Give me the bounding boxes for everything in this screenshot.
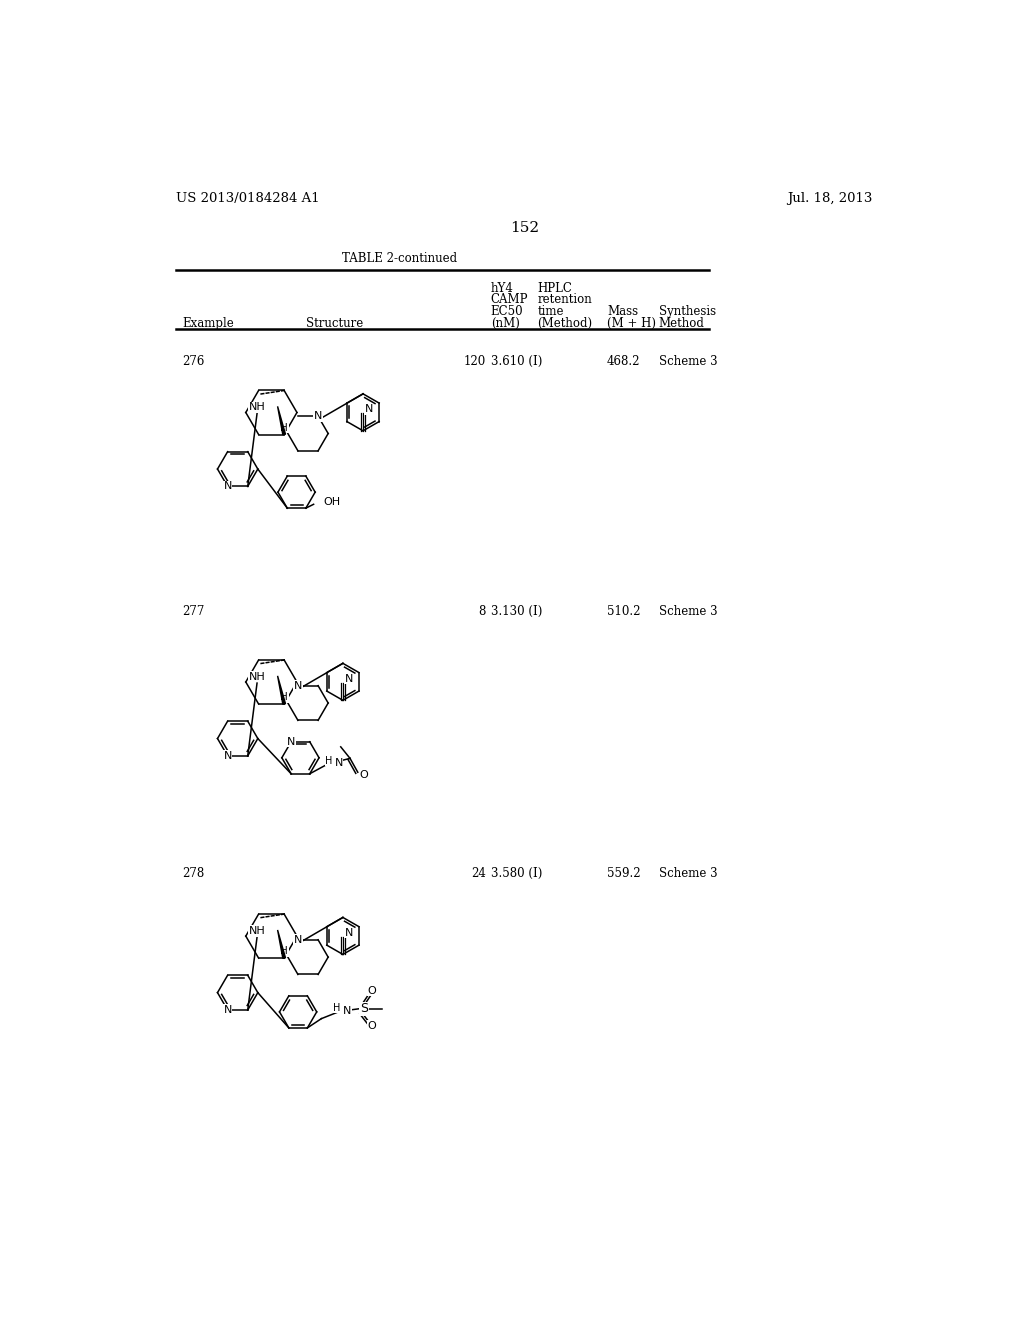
Text: N: N xyxy=(294,935,302,945)
Text: 276: 276 xyxy=(182,355,205,368)
Text: (Method): (Method) xyxy=(538,317,592,330)
Text: 510.2: 510.2 xyxy=(607,605,640,618)
Text: time: time xyxy=(538,305,563,318)
Text: N: N xyxy=(335,758,343,768)
Text: 3.610 (I): 3.610 (I) xyxy=(490,355,542,368)
Text: NH: NH xyxy=(249,672,265,682)
Text: CAMP: CAMP xyxy=(490,293,528,306)
Text: 278: 278 xyxy=(182,867,205,880)
Text: Scheme 3: Scheme 3 xyxy=(658,355,718,368)
Text: Synthesis: Synthesis xyxy=(658,305,716,318)
Polygon shape xyxy=(278,676,286,705)
Text: 152: 152 xyxy=(510,220,540,235)
Text: O: O xyxy=(359,771,369,780)
Text: Scheme 3: Scheme 3 xyxy=(658,605,718,618)
Text: 468.2: 468.2 xyxy=(607,355,640,368)
Text: H: H xyxy=(281,422,288,433)
Text: retention: retention xyxy=(538,293,592,306)
Text: N: N xyxy=(223,1005,231,1015)
Text: H: H xyxy=(281,692,288,702)
Text: TABLE 2-continued: TABLE 2-continued xyxy=(342,252,457,265)
Text: N: N xyxy=(223,482,231,491)
Text: N: N xyxy=(343,1006,351,1016)
Text: Scheme 3: Scheme 3 xyxy=(658,867,718,880)
Text: Mass: Mass xyxy=(607,305,638,318)
Text: (M + H): (M + H) xyxy=(607,317,656,330)
Text: (nM): (nM) xyxy=(490,317,519,330)
Text: Method: Method xyxy=(658,317,705,330)
Text: hY4: hY4 xyxy=(490,281,514,294)
Polygon shape xyxy=(278,407,286,434)
Text: N: N xyxy=(223,751,231,760)
Text: HPLC: HPLC xyxy=(538,281,572,294)
Text: H: H xyxy=(333,1003,341,1012)
Text: 3.580 (I): 3.580 (I) xyxy=(490,867,542,880)
Text: NH: NH xyxy=(249,403,265,412)
Text: 559.2: 559.2 xyxy=(607,867,641,880)
Text: N: N xyxy=(365,404,373,414)
Text: O: O xyxy=(368,986,376,995)
Text: 120: 120 xyxy=(464,355,486,368)
Text: US 2013/0184284 A1: US 2013/0184284 A1 xyxy=(176,191,319,205)
Text: H: H xyxy=(326,755,333,766)
Text: 8: 8 xyxy=(478,605,486,618)
Text: Jul. 18, 2013: Jul. 18, 2013 xyxy=(786,191,872,205)
Text: 24: 24 xyxy=(471,867,486,880)
Text: N: N xyxy=(344,928,353,937)
Text: 277: 277 xyxy=(182,605,205,618)
Text: NH: NH xyxy=(249,927,265,936)
Polygon shape xyxy=(278,929,286,958)
Text: N: N xyxy=(344,673,353,684)
Text: N: N xyxy=(314,411,323,421)
Text: S: S xyxy=(360,1002,368,1015)
Text: Example: Example xyxy=(182,317,234,330)
Text: EC50: EC50 xyxy=(490,305,523,318)
Text: OH: OH xyxy=(323,496,340,507)
Text: N: N xyxy=(294,681,302,690)
Text: H: H xyxy=(281,946,288,956)
Text: 3.130 (I): 3.130 (I) xyxy=(490,605,542,618)
Text: Structure: Structure xyxy=(306,317,364,330)
Text: N: N xyxy=(287,737,295,747)
Text: O: O xyxy=(368,1020,376,1031)
